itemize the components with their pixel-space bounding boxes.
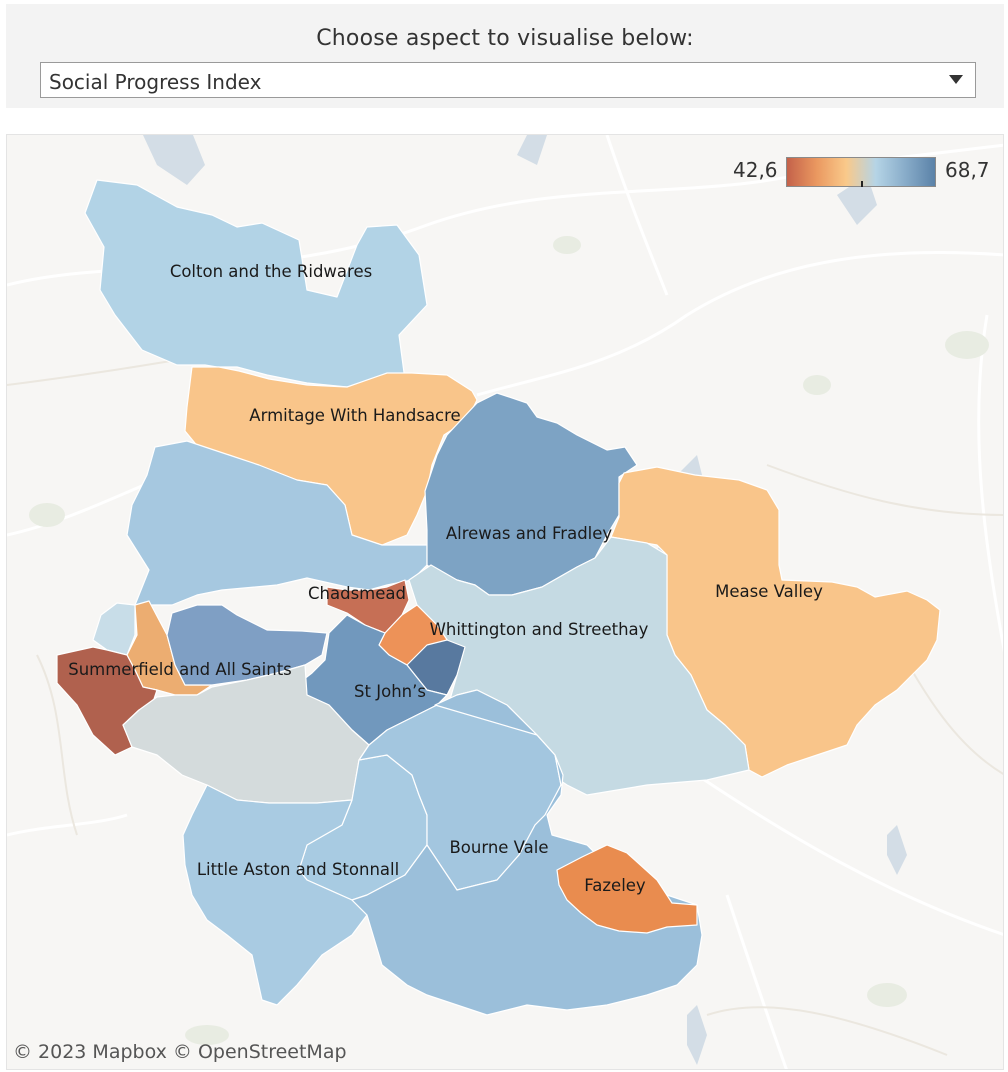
region-labels: Colton and the Ridwares Armitage With Ha…: [68, 262, 823, 895]
label-whittington: Whittington and Streethay: [430, 620, 649, 639]
label-bourne: Bourne Vale: [449, 838, 548, 857]
dropdown-selected-value: Social Progress Index: [49, 70, 262, 94]
label-chadsmead: Chadsmead: [308, 584, 406, 603]
ward-far-west[interactable]: [92, 602, 136, 656]
ward-bourne[interactable]: [351, 689, 703, 1016]
selector-title: Choose aspect to visualise below:: [316, 26, 694, 51]
legend-midpoint-marker: [861, 181, 863, 187]
label-colton: Colton and the Ridwares: [170, 262, 372, 281]
ward-leomansley[interactable]: [166, 604, 328, 686]
label-mease: Mease Valley: [715, 582, 823, 601]
label-summerfield: Summerfield and All Saints: [68, 660, 292, 679]
color-legend-gradient: [786, 157, 936, 187]
ward-colton[interactable]: [84, 179, 428, 388]
map-canvas[interactable]: Colton and the Ridwares Armitage With Ha…: [7, 135, 1004, 1070]
label-armitage: Armitage With Handsacre: [249, 406, 460, 425]
legend-max-label: 68,7: [945, 158, 990, 182]
aspect-selector-panel: Choose aspect to visualise below: Social…: [6, 4, 1004, 108]
ward-chadsmead[interactable]: [326, 579, 410, 634]
label-stjohns: St John’s: [354, 682, 426, 701]
chevron-down-icon[interactable]: [949, 75, 963, 84]
aspect-dropdown[interactable]: Social Progress Index: [40, 62, 976, 98]
legend-min-label: 42,6: [733, 158, 778, 182]
label-fazeley: Fazeley: [584, 876, 646, 895]
ward-south-grey[interactable]: [122, 664, 370, 804]
choropleth-map[interactable]: Colton and the Ridwares Armitage With Ha…: [6, 134, 1004, 1070]
label-alrewas: Alrewas and Fradley: [446, 524, 613, 543]
ward-fazeley[interactable]: [556, 844, 698, 934]
ward-littleaston[interactable]: [182, 784, 368, 1006]
label-littleaston: Little Aston and Stonnall: [197, 860, 399, 879]
ward-west-ward[interactable]: [126, 440, 428, 606]
map-attribution[interactable]: © 2023 Mapbox © OpenStreetMap: [13, 1041, 347, 1063]
